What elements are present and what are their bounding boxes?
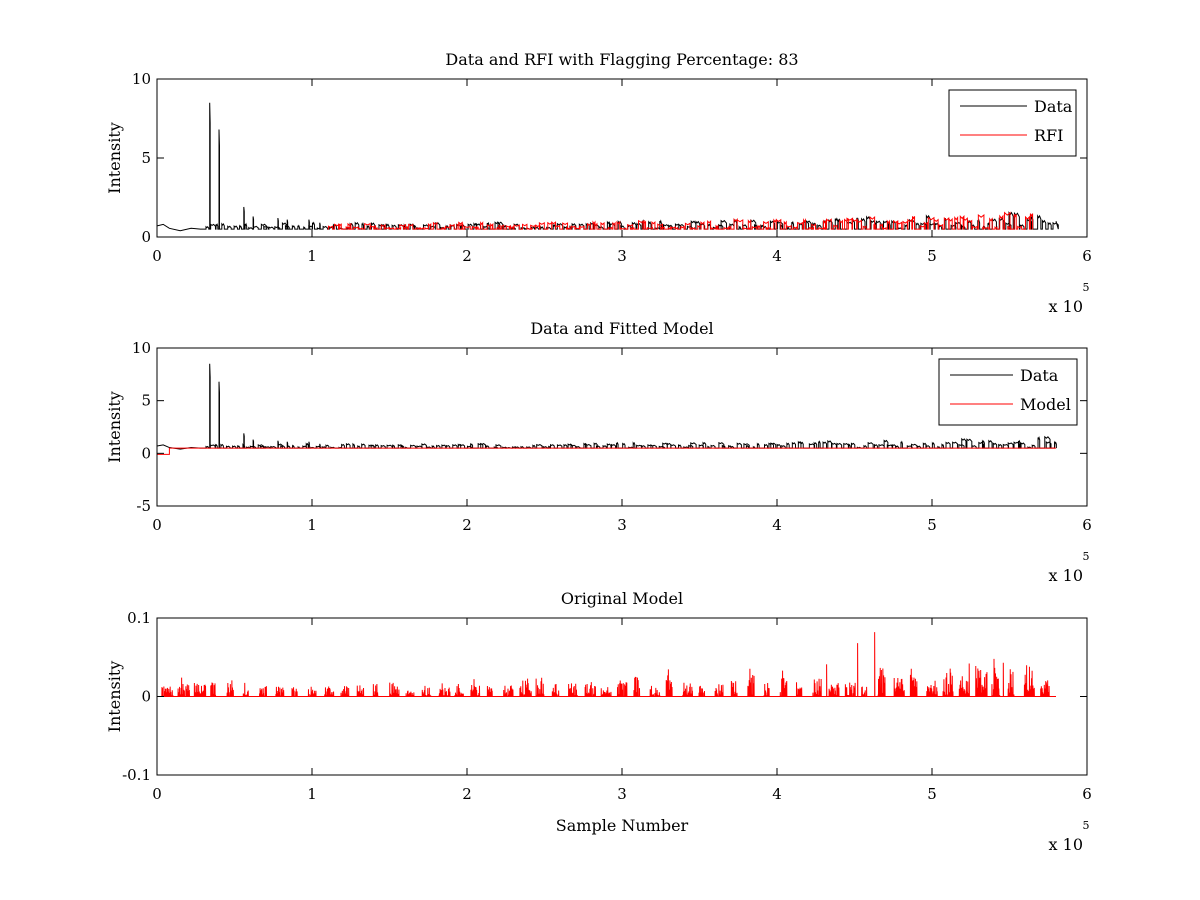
legend-label-data: Data (1034, 97, 1073, 116)
y-axis-label: Intensity (105, 391, 124, 463)
plot-area (158, 632, 1056, 697)
x-tick-label: 1 (307, 516, 317, 534)
y-axis-label: Intensity (105, 122, 124, 194)
x-tick-label: 4 (772, 785, 782, 803)
y-tick-label: 5 (141, 149, 151, 167)
x-tick-label: 5 (927, 247, 937, 265)
x-tick-label: 6 (1082, 247, 1092, 265)
x-tick-label: 4 (772, 516, 782, 534)
x-tick-label: 0 (152, 785, 162, 803)
legend-box (948, 89, 1077, 157)
y-tick-label: 0 (141, 228, 151, 246)
x-tick-label: 5 (927, 516, 937, 534)
legend-box (938, 358, 1078, 426)
x-multiplier-base: x 10 (1049, 835, 1083, 854)
x-multiplier: x 105 (1049, 819, 1090, 854)
x-tick-label: 2 (462, 516, 472, 534)
chart-panel-1: Data and RFI with Flagging Percentage: 8… (105, 50, 1092, 316)
x-tick-label: 3 (617, 785, 627, 803)
x-multiplier: x 105 (1049, 550, 1090, 585)
y-tick-label: 5 (141, 392, 151, 410)
chart-title: Data and RFI with Flagging Percentage: 8… (445, 50, 798, 69)
x-tick-label: 3 (617, 516, 627, 534)
y-tick-label: -0.1 (122, 766, 151, 784)
x-tick-label: 3 (617, 247, 627, 265)
y-tick-label: 10 (132, 339, 151, 357)
x-tick-label: 6 (1082, 785, 1092, 803)
legend: Data RFI (948, 89, 1077, 157)
x-axis: 0 1 2 3 4 5 6 (152, 348, 1092, 534)
series-line-model (157, 447, 1056, 455)
x-tick-label: 4 (772, 247, 782, 265)
y-axis-label: Intensity (105, 661, 124, 733)
legend: Data Model (938, 358, 1078, 426)
x-tick-label: 0 (152, 516, 162, 534)
series-line-original-model (158, 632, 1056, 697)
y-tick-label: -5 (136, 497, 151, 515)
x-tick-label: 2 (462, 247, 472, 265)
x-tick-label: 6 (1082, 516, 1092, 534)
y-tick-label: 0 (141, 444, 151, 462)
y-tick-label: 10 (132, 70, 151, 88)
x-axis: 0 1 2 3 4 5 6 (152, 618, 1092, 803)
x-axis: 0 1 2 3 4 5 6 (152, 79, 1092, 265)
y-axis: -5 0 5 10 (132, 339, 1087, 515)
series-line-data (157, 363, 1057, 450)
x-tick-label: 1 (307, 247, 317, 265)
y-axis: -0.1 0 0.1 (122, 609, 1087, 784)
plot-area (157, 102, 1059, 232)
x-tick-label: 2 (462, 785, 472, 803)
x-multiplier-base: x 10 (1049, 566, 1083, 585)
legend-label-model: Model (1020, 395, 1071, 414)
legend-label-rfi: RFI (1034, 126, 1063, 145)
x-multiplier-exponent: 5 (1083, 281, 1090, 294)
y-tick-label: 0.1 (127, 609, 151, 627)
chart-title: Data and Fitted Model (530, 319, 713, 338)
y-tick-label: 0 (141, 688, 151, 706)
plot-area (157, 363, 1057, 455)
axes-box (156, 78, 1088, 238)
x-tick-label: 5 (927, 785, 937, 803)
x-axis-label: Sample Number (556, 816, 689, 835)
x-multiplier-base: x 10 (1049, 297, 1083, 316)
series-line-rfi (327, 211, 1034, 230)
chart-title: Original Model (561, 589, 683, 608)
x-tick-label: 1 (307, 785, 317, 803)
x-multiplier-exponent: 5 (1083, 550, 1090, 563)
x-multiplier: x 105 (1049, 281, 1090, 316)
series-line-data (157, 102, 1059, 232)
legend-label-data: Data (1020, 366, 1059, 385)
x-tick-label: 0 (152, 247, 162, 265)
x-multiplier-exponent: 5 (1083, 819, 1090, 832)
y-axis: 0 5 10 (132, 70, 1087, 246)
